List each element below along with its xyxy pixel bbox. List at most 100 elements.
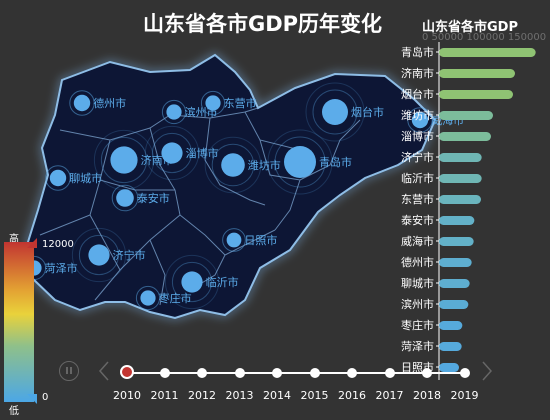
visualmap-max-handle[interactable]	[27, 238, 37, 248]
city-潍坊市[interactable]: 潍坊市	[204, 136, 281, 194]
city-临沂市[interactable]: 临沂市	[164, 254, 239, 310]
city-东营市[interactable]: 东营市	[200, 90, 257, 116]
timeline-point-2010[interactable]	[120, 365, 134, 379]
timeline-point-2013[interactable]	[234, 368, 245, 378]
city-枣庄市[interactable]: 枣庄市	[135, 285, 192, 311]
bar-淄博市	[439, 132, 491, 141]
bar-枣庄市	[439, 321, 463, 330]
bar-滨州市	[439, 300, 469, 309]
bar-label-泰安市: 泰安市	[401, 213, 434, 227]
timeline-prev-icon[interactable]	[98, 360, 110, 382]
city-label: 济宁市	[113, 248, 146, 262]
bar-label-济南市: 济南市	[401, 66, 434, 80]
timeline-point-2019[interactable]	[459, 368, 470, 378]
city-bubble	[73, 94, 91, 112]
timeline-point-2017[interactable]	[384, 368, 395, 378]
city-label: 日照市	[244, 233, 277, 247]
visualmap-gradient-bar[interactable]	[4, 242, 34, 402]
timeline-play-button[interactable]	[59, 361, 79, 381]
timeline-point-2011[interactable]	[159, 368, 170, 378]
timeline-label-2019[interactable]: 2019	[450, 389, 479, 402]
bar-德州市	[439, 258, 472, 267]
city-label: 临沂市	[206, 275, 239, 289]
bar-label-枣庄市: 枣庄市	[401, 318, 434, 332]
bar-label-潍坊市: 潍坊市	[401, 108, 434, 122]
city-青岛市[interactable]: 青岛市	[267, 129, 352, 195]
bar-label-济宁市: 济宁市	[401, 150, 434, 164]
city-label: 潍坊市	[248, 158, 281, 172]
city-label: 泰安市	[137, 191, 170, 205]
timeline-next-icon[interactable]	[481, 360, 493, 382]
timeline-label-2017[interactable]: 2017	[375, 389, 404, 402]
city-日照市[interactable]: 日照市	[222, 228, 278, 252]
bar-菏泽市	[439, 342, 462, 351]
city-label: 青岛市	[319, 155, 352, 169]
city-bubble	[116, 189, 134, 207]
visualmap-min-handle[interactable]	[27, 394, 37, 404]
city-bubble	[411, 111, 429, 129]
visualmap-low-label: 低	[9, 406, 19, 417]
bar-日照市	[439, 363, 459, 372]
timeline-label-2014[interactable]: 2014	[263, 389, 291, 402]
bar-济南市	[439, 69, 515, 78]
city-淄博市[interactable]: 淄博市	[144, 125, 219, 181]
timeline-point-2016[interactable]	[347, 368, 357, 378]
bar-axis-labels: 0 50000 100000 150000	[422, 32, 547, 43]
city-label: 德州市	[93, 96, 126, 110]
timeline-point-2012[interactable]	[197, 368, 207, 378]
timeline-label-2010[interactable]: 2010	[113, 389, 141, 402]
city-泰安市[interactable]: 泰安市	[111, 184, 170, 212]
bar-青岛市	[439, 48, 536, 57]
city-bubble	[322, 99, 348, 125]
city-label: 枣庄市	[159, 291, 192, 305]
bar-label-东营市: 东营市	[401, 192, 434, 206]
bar-label-德州市: 德州市	[401, 255, 434, 269]
timeline-label-2011[interactable]: 2011	[150, 389, 179, 402]
city-bubble	[205, 95, 221, 111]
bar-label-青岛市: 青岛市	[401, 45, 434, 59]
city-德州市[interactable]: 德州市	[69, 90, 126, 116]
bar-威海市	[439, 237, 474, 246]
timeline-point-2014[interactable]	[272, 368, 282, 378]
timeline-label-2015[interactable]: 2015	[300, 389, 329, 402]
timeline-label-2018[interactable]: 2018	[413, 389, 441, 402]
city-label: 烟台市	[351, 105, 384, 119]
bar-label-滨州市: 滨州市	[401, 297, 434, 311]
bar-济宁市	[439, 153, 482, 162]
timeline-point-2018[interactable]	[422, 368, 432, 378]
bar-泰安市	[439, 216, 475, 225]
bar-临沂市	[439, 174, 482, 183]
city-济宁市[interactable]: 济宁市	[71, 227, 146, 283]
city-label: 东营市	[224, 96, 257, 110]
bar-label-淄博市: 淄博市	[401, 129, 434, 143]
visualmap-high-label: 高	[9, 234, 19, 245]
timeline-label-2013[interactable]: 2013	[225, 389, 254, 402]
city-烟台市[interactable]: 烟台市	[305, 82, 384, 142]
city-bubble	[181, 271, 203, 293]
timeline-label-2016[interactable]: 2016	[338, 389, 366, 402]
bar-东营市	[439, 195, 481, 204]
city-bubble	[166, 104, 182, 120]
visualmap-max-value: 12000	[42, 239, 74, 250]
visualmap-min-value: 0	[42, 392, 49, 403]
city-label: 菏泽市	[45, 261, 78, 275]
city-bubble	[226, 232, 242, 248]
bar-label-聊城市: 聊城市	[401, 276, 434, 290]
city-bubble	[161, 142, 183, 164]
timeline-point-2015[interactable]	[309, 368, 320, 378]
city-bubble	[140, 290, 156, 306]
city-bubble	[284, 146, 316, 178]
timeline-label-2012[interactable]: 2012	[188, 389, 216, 402]
timeline-track	[127, 372, 467, 374]
city-bubble	[110, 146, 138, 174]
bar-label-烟台市: 烟台市	[401, 87, 434, 101]
city-聊城市[interactable]: 聊城市	[45, 165, 102, 191]
page-title: 山东省各市GDP历年变化	[143, 12, 383, 36]
city-bubble	[88, 244, 110, 266]
city-bubble	[221, 153, 245, 177]
city-label: 淄博市	[186, 146, 219, 160]
city-bubble	[49, 169, 67, 187]
